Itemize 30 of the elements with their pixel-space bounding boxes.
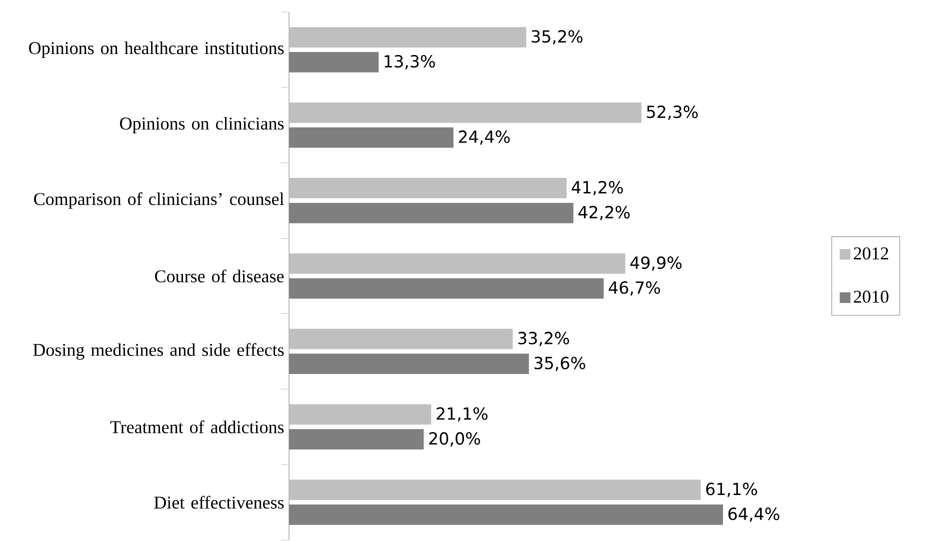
y-tick-label: Opinions on clinicians [120,116,284,134]
y-tick-label: Course of disease [155,270,284,282]
legend-label: 2012 [854,247,888,260]
data-label: 42,2% [578,206,630,220]
data-label: 49,9% [630,256,682,271]
data-label: 64,4% [728,508,780,522]
y-tick-label: Treatment of addictions [110,420,284,434]
bar [289,178,567,198]
data-label: 41,2% [572,180,623,196]
data-label: 52,3% [646,106,698,120]
bar [289,328,513,350]
y-tick-label: Dosing medicines and side effects [33,343,284,360]
data-label: 35,2% [532,30,582,44]
data-label: 20,0% [429,432,480,446]
y-tick-label: Diet effectiveness [154,496,284,509]
data-label: 46,7% [608,281,660,296]
data-label: 35,6% [534,356,586,372]
data-label: 24,4% [458,130,510,145]
y-tick-label: Comparison of clinicians’ counsel [34,192,284,209]
bar [289,404,432,425]
y-tick-label: Opinions on healthcare institutions [29,42,284,58]
bar [289,480,701,500]
bar [289,27,526,48]
bar [289,253,626,274]
data-label: 33,2% [518,332,570,346]
bar [289,102,642,123]
legend-label: 2010 [854,290,888,303]
data-label: 61,1% [706,482,758,497]
data-label: 13,3% [384,54,435,70]
data-label: 21,1% [436,407,488,422]
